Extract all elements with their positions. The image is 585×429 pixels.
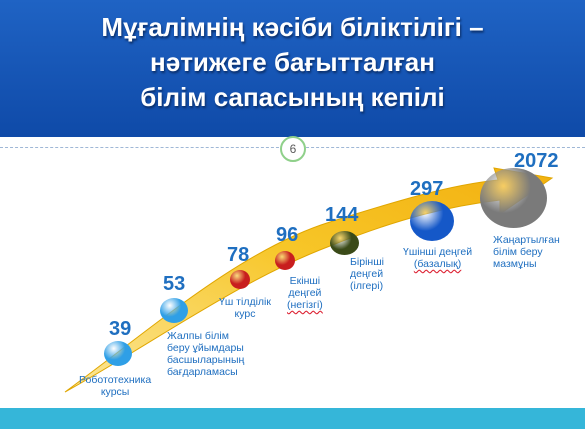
title-line-2: нәтижеге бағытталған (150, 47, 435, 77)
milestone-value-robotics: 39 (109, 318, 132, 340)
milestone-dot-level1 (330, 231, 359, 255)
title-line-1: Мұғалімнің кәсіби біліктілігі – (101, 12, 484, 42)
page-number-badge: 6 (280, 136, 306, 162)
milestone-value-level2: 96 (276, 224, 299, 246)
milestone-dot-leaders (160, 298, 188, 323)
milestone-label-level1: Бірінші деңгей (ілгері) (350, 256, 384, 292)
title-line-3: білім сапасының кепілі (140, 82, 445, 112)
footer-bar (0, 408, 585, 429)
milestone-dot-level2 (275, 251, 295, 270)
milestone-label-level2: Екінші деңгей (негізгі) (287, 275, 323, 311)
title-banner: Мұғалімнің кәсіби біліктілігі – нәтижеге… (0, 0, 585, 137)
milestone-value-level3: 297 (410, 178, 444, 200)
milestone-value-updated-content: 2072 (514, 150, 559, 172)
milestone-label-updated-content: Жаңартылған білім беру мазмұны (493, 234, 560, 270)
milestone-label-trilingual: Үш тілділік курс (219, 296, 271, 320)
milestone-dot-updated-content (480, 168, 547, 228)
milestone-dot-trilingual (230, 270, 250, 289)
milestone-value-level1: 144 (325, 204, 359, 226)
milestone-label-leaders: Жалпы білім беру ұйымдары басшыларының бағ… (167, 330, 245, 378)
milestone-value-trilingual: 78 (227, 244, 250, 266)
milestone-dot-level3 (410, 201, 454, 241)
milestone-label-robotics: Робототехника курсы (79, 374, 152, 398)
milestone-dot-robotics (104, 341, 132, 366)
milestone-label-level3: Үшінші деңгей (базалық) (403, 246, 473, 270)
milestone-value-leaders: 53 (163, 273, 186, 295)
